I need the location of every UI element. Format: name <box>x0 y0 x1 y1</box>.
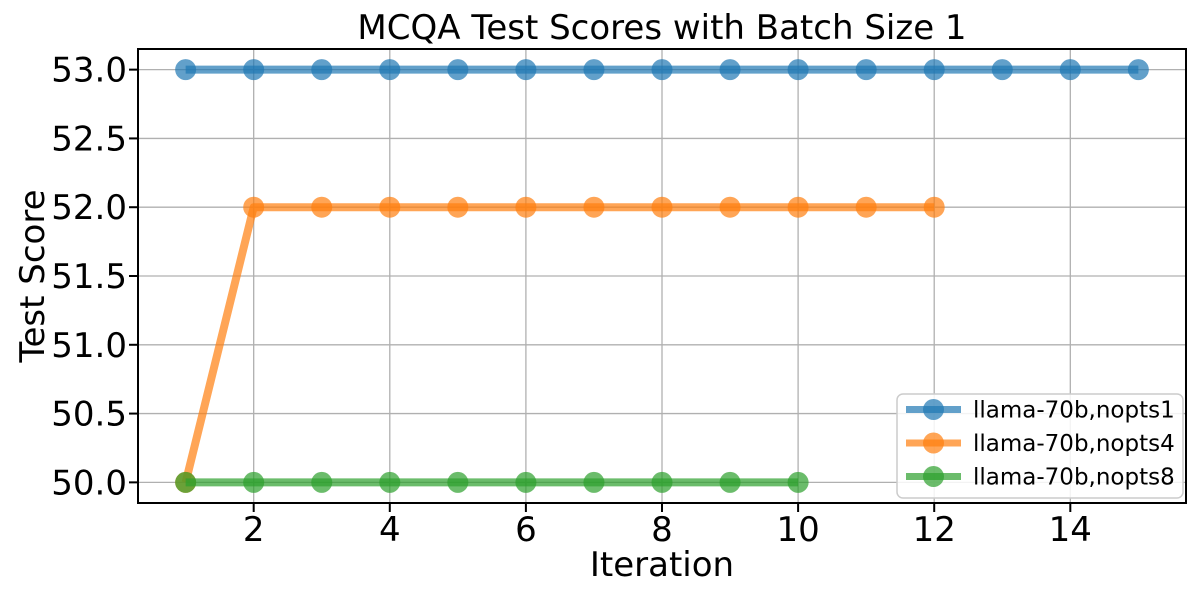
data-point <box>243 196 265 218</box>
data-point <box>787 471 809 493</box>
x-tick-label: 12 <box>913 510 956 550</box>
legend-marker <box>923 432 944 454</box>
data-point <box>651 471 673 493</box>
y-tick-label: 52.5 <box>51 119 127 159</box>
x-tick-label: 4 <box>379 510 401 550</box>
data-point <box>243 59 265 81</box>
legend-label: llama-70b,nopts8 <box>973 465 1175 491</box>
x-tick-label: 8 <box>651 510 673 550</box>
x-tick-label: 6 <box>515 510 537 550</box>
legend-marker <box>923 466 944 487</box>
data-point <box>923 196 945 218</box>
data-point <box>923 59 945 81</box>
data-point <box>447 196 469 218</box>
data-point <box>515 59 537 81</box>
chart-title: MCQA Test Scores with Batch Size 1 <box>357 8 966 48</box>
x-tick-label: 2 <box>243 510 265 550</box>
y-tick-label: 53.0 <box>51 51 127 91</box>
x-tick-label: 10 <box>776 510 819 550</box>
x-tick-label: 14 <box>1049 510 1092 550</box>
data-point <box>175 59 197 81</box>
data-point <box>855 59 877 81</box>
y-tick-label: 51.0 <box>51 326 127 366</box>
y-axis-label: Test Score <box>13 190 53 364</box>
data-point <box>311 471 333 493</box>
data-point <box>583 59 605 81</box>
data-point <box>515 471 537 493</box>
data-point <box>1059 59 1081 81</box>
data-point <box>379 196 401 218</box>
data-point <box>583 196 605 218</box>
y-tick-label: 50.5 <box>51 395 127 435</box>
data-point <box>719 196 741 218</box>
data-point <box>447 59 469 81</box>
data-point <box>243 471 265 493</box>
y-tick-label: 50.0 <box>51 463 127 503</box>
data-point <box>175 471 197 493</box>
legend-marker <box>923 399 944 420</box>
y-tick-label: 51.5 <box>51 257 127 297</box>
x-axis-label: Iteration <box>590 545 734 585</box>
data-point <box>311 59 333 81</box>
data-point <box>515 196 537 218</box>
data-point <box>991 59 1013 81</box>
data-point <box>379 471 401 493</box>
series-line-llama-70b,nopts4 <box>181 203 935 484</box>
data-point <box>447 471 469 493</box>
data-point <box>651 59 673 81</box>
legend-label: llama-70b,nopts1 <box>973 398 1175 424</box>
data-point <box>651 196 673 218</box>
data-point <box>379 59 401 81</box>
data-point <box>855 196 877 218</box>
data-point <box>719 471 741 493</box>
data-point <box>719 59 741 81</box>
legend-label: llama-70b,nopts4 <box>973 431 1175 457</box>
data-point <box>583 471 605 493</box>
data-point <box>787 59 809 81</box>
plot-layers: 2 4 6 8 10 12 14 50.0 50.5 51.0 51.5 52.0 52.5 53.0 ll… <box>51 48 1187 550</box>
data-point <box>311 196 333 218</box>
data-point <box>1127 59 1149 81</box>
legend-box <box>896 393 1184 499</box>
data-point <box>787 196 809 218</box>
y-tick-label: 52.0 <box>51 188 127 228</box>
plot-border <box>137 48 1187 504</box>
